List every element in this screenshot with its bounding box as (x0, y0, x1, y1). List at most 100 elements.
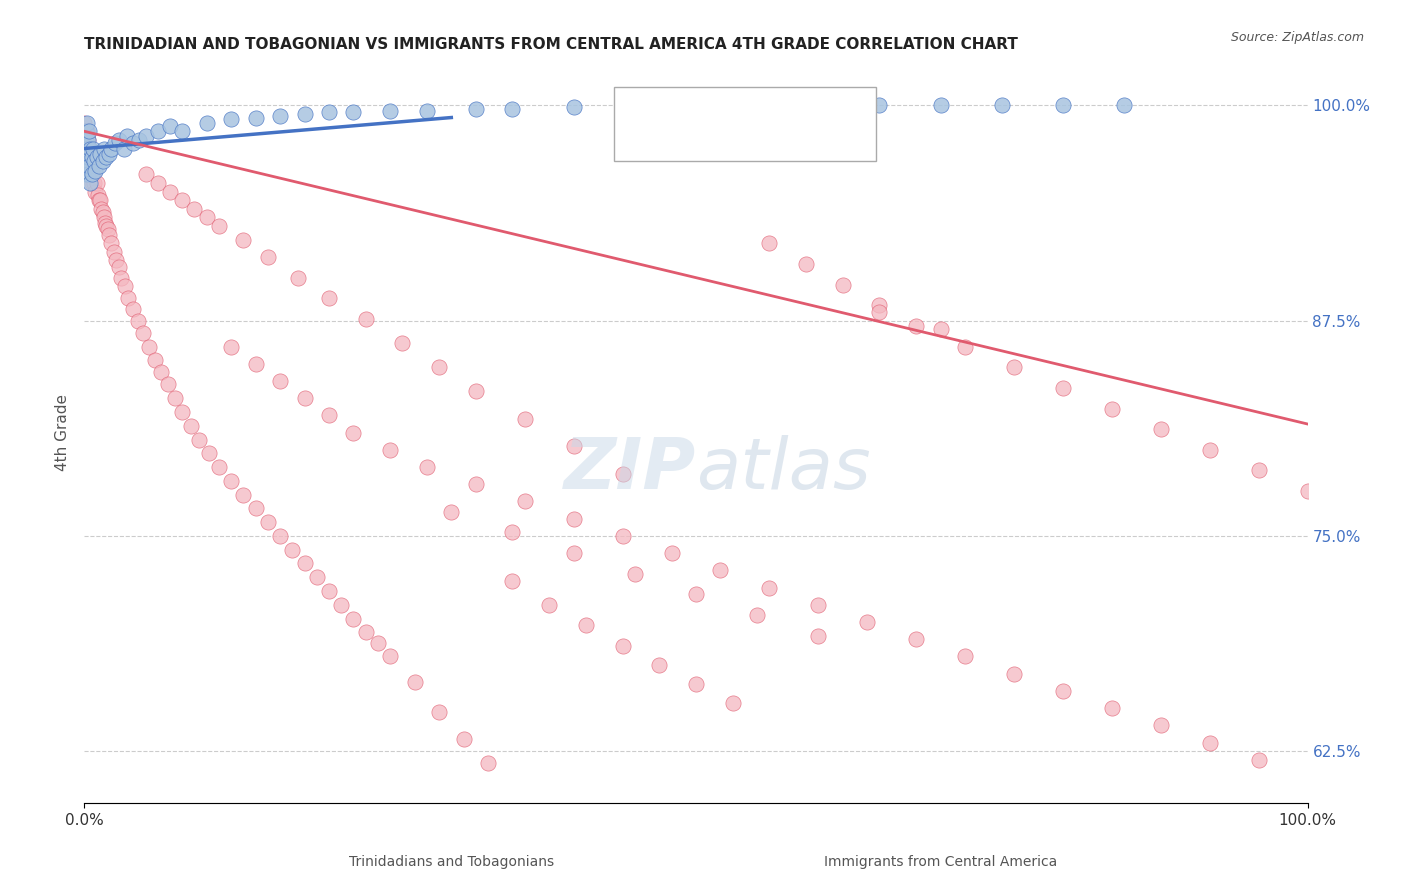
Point (107, 260, 129, 275)
Point (502, 525, 524, 540)
Point (80, 150, 103, 164)
Point (330, 598, 353, 612)
Point (294, 107, 316, 121)
Point (91, 205, 114, 219)
Text: atlas: atlas (696, 435, 870, 504)
Text: R =: R = (671, 132, 696, 146)
Point (685, 677, 707, 691)
Point (294, 557, 316, 571)
Point (367, 635, 389, 649)
Point (77, 133, 100, 147)
Text: Immigrants from Central America: Immigrants from Central America (824, 855, 1057, 869)
Point (905, 632, 928, 647)
Point (127, 314, 149, 328)
FancyBboxPatch shape (614, 87, 876, 161)
Point (112, 142, 135, 156)
Point (807, 629, 830, 643)
Point (648, 658, 671, 673)
Point (502, 574, 524, 588)
Point (76, 116, 98, 130)
Point (1052, 98, 1074, 112)
Point (747, 608, 769, 623)
Point (1052, 684, 1074, 698)
Point (747, 98, 769, 112)
Point (97, 146, 120, 161)
Point (84, 185, 107, 199)
Point (80, 159, 103, 173)
Point (305, 570, 328, 584)
Point (427, 360, 450, 375)
Point (75, 124, 97, 138)
Point (612, 529, 634, 543)
Point (269, 529, 291, 543)
Point (464, 384, 486, 399)
Point (502, 102, 524, 116)
Y-axis label: 4th Grade: 4th Grade (55, 394, 70, 471)
Point (115, 129, 138, 144)
Point (416, 103, 439, 118)
Point (172, 405, 194, 419)
Point (232, 487, 254, 501)
Point (75, 167, 97, 181)
Point (80, 176, 103, 190)
Point (929, 322, 952, 336)
Point (117, 291, 139, 305)
Point (758, 236, 780, 251)
Point (562, 546, 585, 560)
Point (79, 176, 101, 190)
Point (146, 124, 169, 138)
Point (73, 116, 96, 130)
Point (953, 649, 976, 664)
Point (94, 216, 117, 230)
Point (513, 494, 536, 508)
Point (562, 100, 585, 114)
Point (794, 257, 817, 271)
Text: ZIP: ZIP (564, 435, 696, 504)
Point (77, 159, 100, 173)
Point (93, 142, 115, 156)
Point (562, 512, 585, 526)
Point (257, 515, 280, 529)
Point (122, 301, 145, 316)
Point (416, 460, 439, 475)
Point (869, 305, 891, 319)
Point (287, 270, 309, 285)
Point (89, 193, 111, 207)
Point (342, 105, 364, 120)
Point (83, 176, 105, 190)
Point (905, 318, 928, 333)
Point (1247, 463, 1270, 477)
Point (208, 219, 231, 233)
Point (464, 477, 486, 491)
Point (97, 227, 120, 242)
Text: 0.382: 0.382 (724, 100, 768, 114)
Point (146, 176, 169, 190)
Point (219, 474, 242, 488)
Point (661, 546, 683, 560)
Point (294, 391, 316, 405)
Point (87, 159, 110, 173)
Point (391, 336, 413, 351)
Point (269, 109, 291, 123)
Text: R =: R = (671, 100, 696, 114)
Point (100, 142, 122, 156)
Point (232, 233, 254, 247)
Point (114, 279, 136, 293)
Point (1101, 401, 1123, 416)
Point (84, 164, 107, 178)
Point (404, 675, 426, 690)
Text: Source: ZipAtlas.com: Source: ZipAtlas.com (1230, 31, 1364, 45)
Point (721, 696, 744, 710)
Point (75, 124, 97, 138)
Point (1198, 442, 1220, 457)
Point (135, 167, 157, 181)
Point (929, 98, 952, 112)
Point (77, 150, 100, 164)
Point (188, 433, 211, 447)
Point (1002, 360, 1025, 375)
Point (269, 374, 291, 388)
Point (807, 598, 830, 612)
Point (80, 167, 103, 181)
Point (150, 365, 173, 379)
Point (104, 136, 127, 151)
